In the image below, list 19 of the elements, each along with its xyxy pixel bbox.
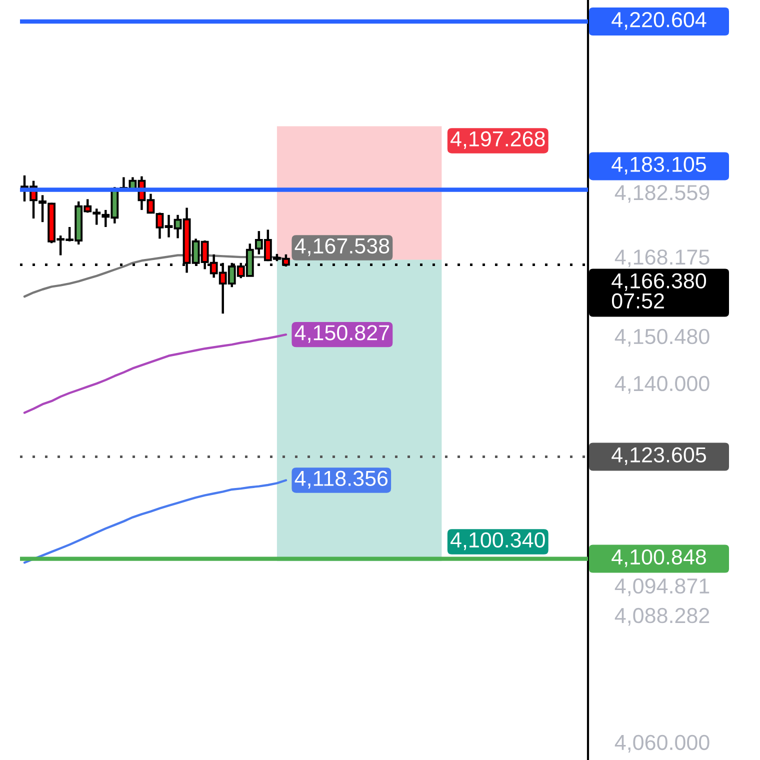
line-series <box>23 479 288 564</box>
band-label: 4,197.268 <box>450 131 545 150</box>
y-tick-label: 4,060.000 <box>614 734 710 753</box>
y-tick-label: 4,094.871 <box>614 578 710 596</box>
ref-line-label: 4,123.605 <box>612 447 706 466</box>
ref-line-label: 4,183.105 <box>612 156 706 175</box>
ref-line-label: 4,166.380 07:52 <box>612 273 706 309</box>
ref-line-label: 4,220.604 <box>612 12 706 30</box>
y-tick-label: 4,140.000 <box>614 376 710 394</box>
y-tick-label: 4,150.480 <box>614 328 710 347</box>
y-tick-label: 4,088.282 <box>614 608 710 626</box>
y-tick-label: 4,168.175 <box>614 250 710 268</box>
line-series <box>23 333 288 414</box>
band-label: 4,100.340 <box>450 532 545 550</box>
data-label: 4,150.827 <box>294 325 389 343</box>
y-tick-label: 4,182.559 <box>614 184 710 203</box>
data-label: 4,118.356 <box>294 470 388 489</box>
ref-line-label: 4,100.848 <box>612 549 706 568</box>
data-label: 4,167.538 <box>294 238 390 256</box>
